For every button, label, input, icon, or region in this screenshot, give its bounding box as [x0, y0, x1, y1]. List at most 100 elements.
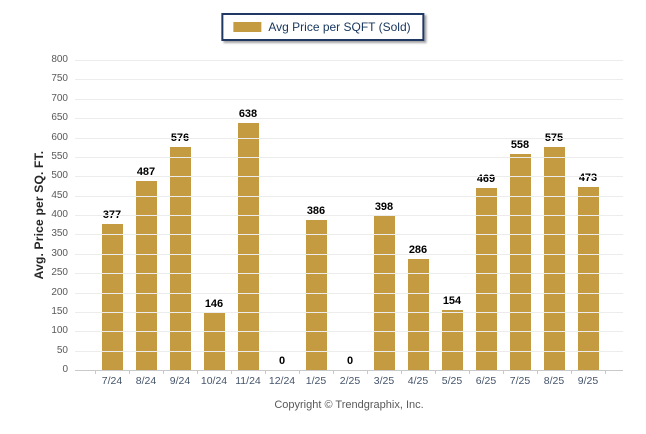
bar-value-label: 154: [442, 295, 462, 308]
y-tick-label: 300: [51, 247, 68, 259]
y-tick-label: 150: [51, 305, 68, 317]
plot-area: 3774875761466380386039828615446955857547…: [51, 54, 623, 375]
bar-slot: 558: [503, 60, 537, 370]
x-axis-tick: [163, 370, 164, 374]
y-tick-label: 500: [51, 170, 68, 182]
x-tick-label: 7/24: [101, 375, 123, 387]
bar-value-label: 377: [102, 208, 122, 221]
bar-slot: 146: [197, 60, 231, 370]
gridline: [75, 118, 623, 120]
x-axis-tick: [469, 370, 470, 374]
bar[interactable]: [475, 188, 497, 370]
y-tick-label: 100: [51, 325, 68, 337]
y-tick-label: 650: [51, 112, 68, 124]
bar-value-label: 0: [278, 355, 286, 367]
x-axis-tick: [605, 370, 606, 374]
y-tick-label: 350: [51, 228, 68, 240]
gridline: [75, 311, 623, 313]
bar-value-label: 473: [578, 171, 598, 184]
bar[interactable]: [509, 153, 531, 370]
bar[interactable]: [577, 186, 599, 370]
x-axis-tick: [367, 370, 368, 374]
bar-value-label: 146: [204, 298, 224, 311]
y-tick-label: 250: [51, 267, 68, 279]
bar-value-label: 286: [408, 244, 428, 257]
bar-value-label: 469: [476, 173, 496, 186]
gridline: [75, 253, 623, 255]
x-axis-tick: [401, 370, 402, 374]
legend-swatch-icon: [233, 22, 262, 32]
y-tick-label: 200: [51, 286, 68, 298]
legend-label: Avg Price per SQFT (Sold): [268, 20, 411, 34]
x-axis-tick: [503, 370, 504, 374]
bar-slot: 473: [571, 60, 605, 370]
x-axis-line: [75, 370, 623, 371]
bar-slot: 487: [129, 60, 163, 370]
bar-value-label: 487: [136, 166, 156, 179]
x-axis-tick: [95, 370, 96, 374]
x-tick-label: 8/25: [543, 375, 565, 387]
bar-value-label: 386: [306, 205, 326, 218]
bar[interactable]: [407, 259, 429, 370]
y-tick-label: 50: [56, 344, 68, 356]
bar[interactable]: [169, 146, 191, 370]
gridline: [75, 350, 623, 352]
x-axis-tick: [265, 370, 266, 374]
gridline: [75, 79, 623, 81]
bar[interactable]: [305, 220, 327, 370]
bar[interactable]: [101, 223, 123, 370]
gridline: [75, 331, 623, 333]
y-tick-label: 750: [51, 73, 68, 85]
bar[interactable]: [135, 181, 157, 370]
x-axis-tick: [571, 370, 572, 374]
bar[interactable]: [543, 147, 565, 370]
y-tick-label: 700: [51, 92, 68, 104]
legend[interactable]: Avg Price per SQFT (Sold): [221, 13, 425, 41]
x-axis-tick: [333, 370, 334, 374]
bar-value-label: 0: [346, 355, 354, 367]
gridline: [75, 137, 623, 139]
x-axis-labels: 7/24 8/24 9/24 10/24 11/24 12/24 1/25 2/25 3/25 4…: [95, 375, 605, 387]
x-tick-label: 1/25: [305, 375, 327, 387]
x-axis-tick: [435, 370, 436, 374]
x-tick-label: 7/25: [509, 375, 531, 387]
gridline: [75, 156, 623, 158]
y-tick-label: 600: [51, 131, 68, 143]
y-tick-label: 400: [51, 209, 68, 220]
x-axis-tick: [537, 370, 538, 374]
x-tick-label: 4/25: [407, 375, 429, 387]
bar-slot: 154: [435, 60, 469, 370]
x-axis-tick: [197, 370, 198, 374]
bar[interactable]: [237, 122, 259, 370]
gridline: [75, 234, 623, 236]
bar-value-label: 638: [238, 107, 258, 120]
bar-value-label: 558: [510, 138, 530, 151]
x-tick-label: 2/25: [339, 375, 361, 387]
copyright-text: Copyright © Trendgraphix, Inc.: [274, 399, 424, 411]
bar[interactable]: [203, 313, 225, 370]
x-axis-tick: [299, 370, 300, 374]
x-tick-label: 8/24: [135, 375, 157, 387]
y-tick-label: 450: [51, 189, 68, 201]
x-tick-label: 10/24: [200, 375, 228, 387]
bar[interactable]: [441, 310, 463, 370]
bar-slot: 286: [401, 60, 435, 370]
bar-slot: 377: [95, 60, 129, 370]
x-tick-label: 9/25: [577, 375, 599, 387]
bar-slot: 386: [299, 60, 333, 370]
x-axis-tick: [129, 370, 130, 374]
bar-slot: 0: [265, 60, 299, 370]
gridline: [75, 215, 623, 216]
bar-slot: 0: [333, 60, 367, 370]
gridline: [75, 195, 623, 197]
bar-value-label: 398: [374, 200, 394, 213]
x-tick-label: 9/24: [169, 375, 191, 387]
x-tick-label: 6/25: [475, 375, 497, 387]
x-tick-label: 11/24: [235, 375, 261, 387]
x-axis-tick: [231, 370, 232, 374]
gridline: [75, 176, 623, 178]
gridline: [75, 60, 623, 61]
y-tick-label: 0: [62, 364, 68, 375]
x-tick-label: 5/25: [441, 375, 463, 387]
